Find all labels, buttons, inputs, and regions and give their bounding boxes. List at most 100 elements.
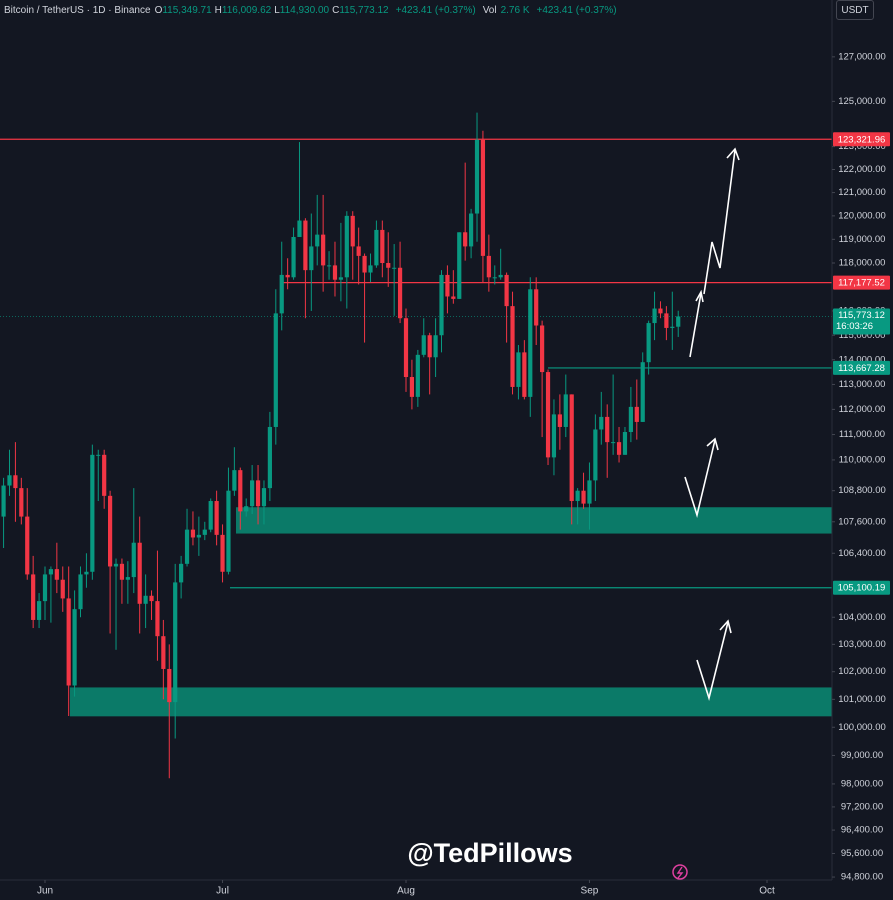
candle-body [652,308,657,324]
candle-body [356,246,361,256]
candle-body [392,267,397,269]
candle-body [208,501,213,530]
header: Bitcoin / TetherUS · 1D · Binance O 115,3… [4,2,620,18]
ohlc-value: 116,009.62 [221,4,272,16]
candle-body [581,490,586,504]
y-tick-label: 104,000.00 [838,612,886,623]
candle-body [504,274,509,307]
candle-body [676,316,681,327]
candle-body [332,265,338,280]
y-tick-label: 102,000.00 [838,666,886,677]
y-tick-label: 103,000.00 [838,639,886,650]
candle-body [161,636,166,669]
y-tick-label: 115,000.00 [839,330,886,341]
arrow [684,439,716,518]
arrow [696,621,729,701]
candle-body [48,569,54,575]
level-badge [833,275,890,290]
y-tick-label: 125,000.00 [838,96,886,107]
candle-body [267,426,272,489]
candle-body [569,394,574,502]
candle-body [593,429,598,481]
ohlc-key: O [154,4,163,16]
candle-body [463,232,468,247]
candle-body [338,277,343,280]
volume: 2.76 K [500,4,530,16]
candle-body [54,569,59,580]
candle-body [190,529,196,538]
candle-body [303,220,308,271]
y-tick-label: 123,000.00 [838,141,886,152]
level-label: 113,667.28 [838,363,885,374]
candle-body [179,563,184,583]
candle-body [202,529,207,535]
candle-body [528,289,533,397]
candle-body [291,236,296,278]
candle-body [72,609,77,686]
candle-body [451,296,456,299]
candle-body [13,475,18,489]
candle-body [25,516,30,575]
support-zone [236,507,832,534]
ohlc-value: 115,773.12 [339,4,389,16]
candle-body [605,416,610,443]
x-tick-label: Aug [397,886,415,897]
currency-button[interactable]: USDT [836,0,874,20]
arrow-head [706,437,719,451]
candle-body [31,574,36,620]
candle-body [60,579,65,599]
candle-body [321,234,326,266]
candle-body [439,274,444,336]
level-label: 123,321.96 [838,134,886,145]
candle-body [374,229,379,266]
candle-body [433,335,438,358]
candle-body [622,432,628,455]
candle-body [587,480,592,504]
candle-body [350,215,355,247]
candle-body [563,394,568,427]
level-label: 117,177.52 [838,278,885,289]
candle-body [261,488,267,507]
candle-body [119,563,125,580]
y-tick-label: 112,000.00 [839,404,886,415]
logo-bolt [676,866,684,879]
candle-body [279,274,284,314]
y-tick-label: 94,800.00 [841,872,883,883]
arrow [703,149,736,295]
x-tick-label: Sep [581,886,599,897]
candle-body [522,352,527,397]
candle-body [131,542,136,578]
volume-key: Vol [482,4,497,16]
x-tick-label: Jul [216,886,229,897]
candle-body [480,139,486,256]
candle-body [255,480,261,507]
y-tick-label: 100,000.00 [838,722,886,733]
candle-body [250,480,255,507]
candle-body [297,220,302,237]
y-tick-label: 98,000.00 [841,778,883,789]
y-tick-label: 99,000.00 [841,750,883,761]
price-badge [833,308,890,335]
ohlc-key: H [214,4,222,16]
arrow-head [726,147,740,161]
candle-body [113,563,119,567]
candle-body [616,442,622,455]
price-label: 115,773.12 [838,310,885,321]
candle-body [167,668,172,703]
y-tick-label: 114,000.00 [839,354,886,365]
candle-body [7,475,12,486]
candle-body [78,574,83,610]
ohlc-value: 114,930.00 [279,4,330,16]
candle-body [403,318,409,378]
level-badge [833,360,890,375]
candle-body [409,377,415,397]
candle-body [226,490,231,572]
candle-body [545,372,551,458]
y-tick-label: 95,600.00 [841,848,883,859]
candle-body [214,501,219,535]
candle-body [96,454,101,456]
ohlc: O 115,349.71 H 116,009.62 L 114,930.00 C 115,77… [155,5,392,16]
candle-body [362,255,367,273]
candle-body [196,534,201,538]
arrow-head [695,289,704,303]
